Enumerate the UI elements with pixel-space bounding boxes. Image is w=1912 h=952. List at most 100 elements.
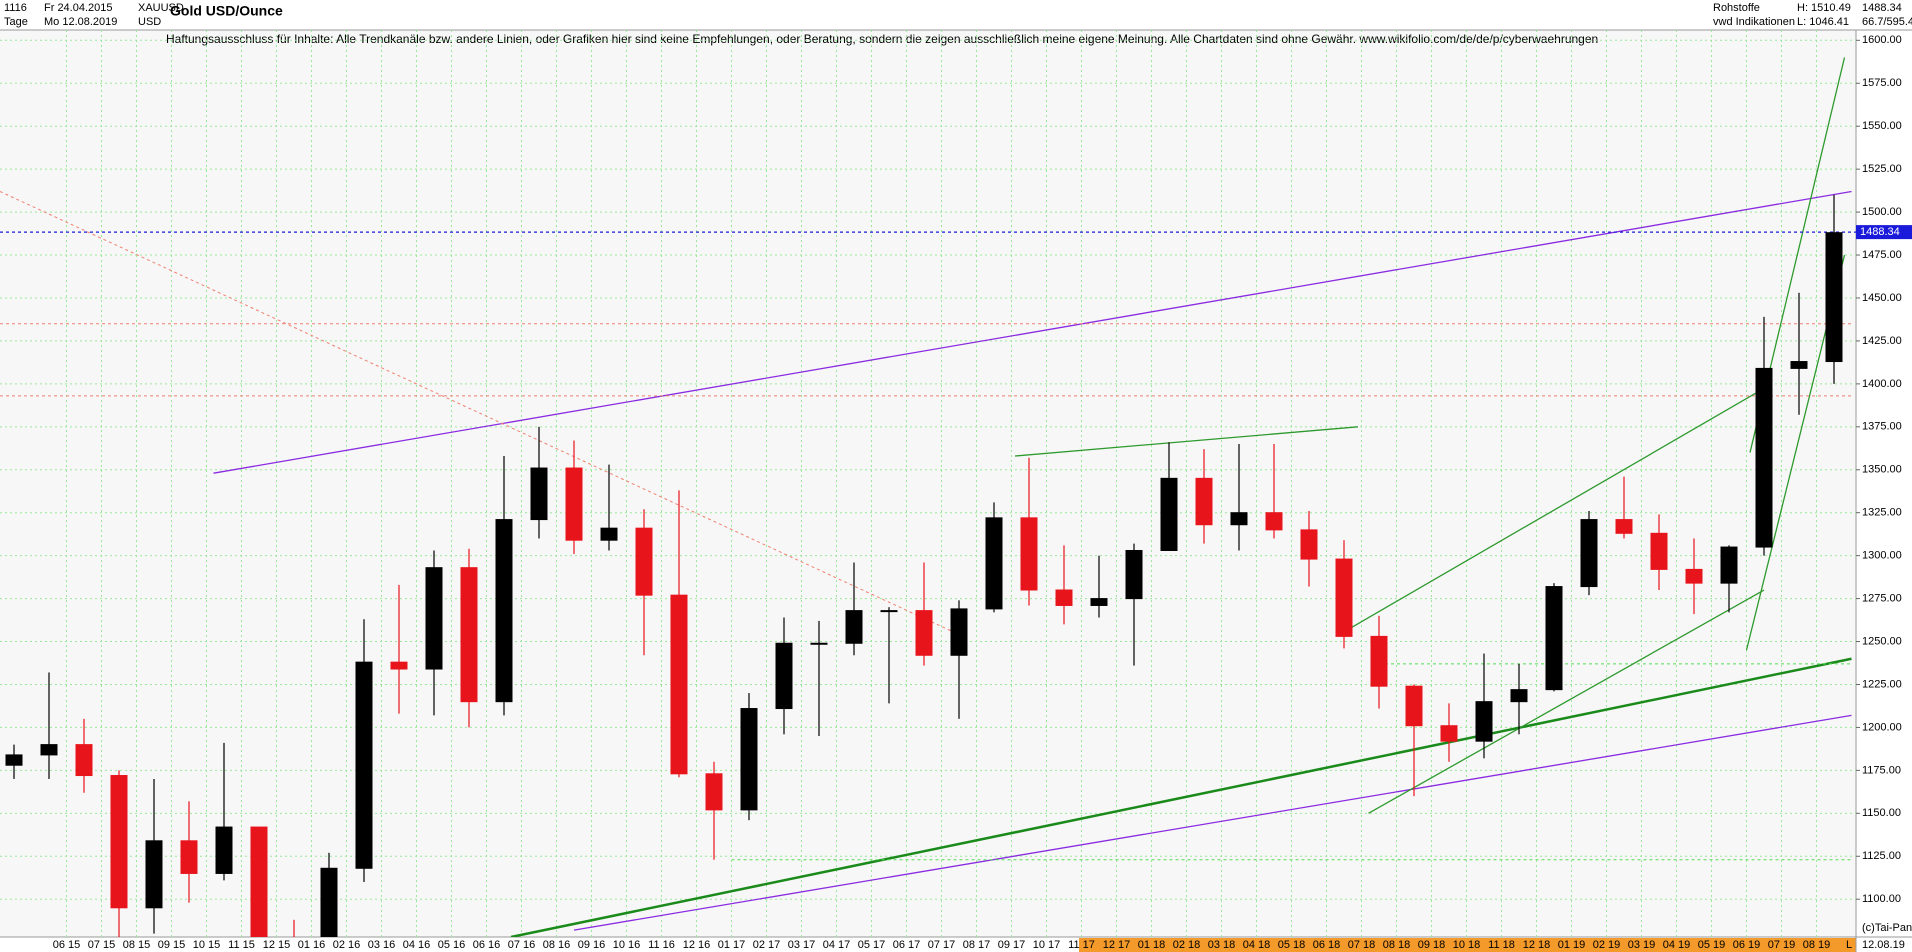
y-tick-label: 1275.00 bbox=[1862, 592, 1902, 604]
header-symbol: XAUUSD bbox=[138, 2, 184, 14]
x-tick-label: 04 19 bbox=[1663, 939, 1691, 951]
x-tick-label: 07 19 bbox=[1768, 939, 1796, 951]
candle-body bbox=[1475, 701, 1493, 742]
candle-body bbox=[145, 840, 163, 909]
x-tick-label: 11 16 bbox=[648, 939, 675, 951]
candle-body bbox=[215, 826, 233, 874]
candle-body bbox=[845, 610, 863, 644]
x-tick-label: 08 15 bbox=[123, 939, 151, 951]
header-to: Mo 12.08.2019 bbox=[44, 16, 117, 28]
x-tick-label: 05 19 bbox=[1698, 939, 1726, 951]
header-source: vwd Indikationen bbox=[1713, 16, 1795, 28]
candle-body bbox=[880, 610, 898, 613]
candle-body bbox=[1440, 725, 1458, 742]
plot-background bbox=[0, 30, 1856, 937]
candle-body bbox=[320, 867, 338, 937]
x-tick-label: 06 18 bbox=[1313, 939, 1341, 951]
header-group: Rohstoffe bbox=[1713, 2, 1760, 14]
y-tick-label: 1175.00 bbox=[1862, 764, 1901, 776]
x-tick-label: 02 16 bbox=[333, 939, 361, 951]
x-tick-label: 07 18 bbox=[1348, 939, 1376, 951]
candle-body bbox=[1300, 529, 1318, 560]
trend-line bbox=[1368, 589, 1765, 814]
candle-body bbox=[1020, 517, 1038, 591]
x-tick-label: 12 15 bbox=[263, 939, 291, 951]
candle-body bbox=[1265, 512, 1283, 531]
x-tick-label: 05 17 bbox=[858, 939, 886, 951]
candle-body bbox=[1405, 685, 1423, 727]
plot bbox=[0, 30, 1856, 937]
chart-title: Gold USD/Ounce bbox=[170, 3, 283, 19]
x-tick-label: 11 18 bbox=[1488, 939, 1515, 951]
candle-body bbox=[1650, 532, 1668, 570]
candle-body bbox=[1825, 232, 1843, 363]
x-tick-label: 10 17 bbox=[1033, 939, 1061, 951]
y-tick-label: 1400.00 bbox=[1862, 378, 1902, 390]
x-tick-label: 06 17 bbox=[893, 939, 921, 951]
header-low: L: 1046.41 bbox=[1797, 16, 1849, 28]
y-tick-label: 1125.00 bbox=[1862, 850, 1901, 862]
candle-body bbox=[670, 594, 688, 775]
candle-body bbox=[1545, 586, 1563, 691]
y-tick-label: 1425.00 bbox=[1862, 335, 1902, 347]
candle-body bbox=[75, 744, 93, 777]
candle-body bbox=[1615, 519, 1633, 534]
header-id: 1116 bbox=[4, 2, 27, 14]
x-tick-label: 08 17 bbox=[963, 939, 991, 951]
x-tick-label: 08 16 bbox=[543, 939, 571, 951]
y-tick-label: 1600.00 bbox=[1862, 34, 1902, 46]
x-tick-label: 03 18 bbox=[1208, 939, 1236, 951]
y-tick-label: 1325.00 bbox=[1862, 507, 1902, 519]
candle-body bbox=[600, 527, 618, 541]
x-tick-label: 02 18 bbox=[1173, 939, 1201, 951]
x-tick-label: 04 16 bbox=[403, 939, 431, 951]
trend-line bbox=[1014, 426, 1359, 457]
candle-body bbox=[1195, 477, 1213, 526]
x-tick-label: 09 16 bbox=[578, 939, 606, 951]
y-tick-label: 1200.00 bbox=[1862, 721, 1902, 733]
x-tick-label: 07 16 bbox=[508, 939, 536, 951]
x-tick-label: 10 18 bbox=[1453, 939, 1481, 951]
candle-body bbox=[950, 608, 968, 656]
y-tick-label: 1350.00 bbox=[1862, 464, 1902, 476]
x-tick-label: 06 15 bbox=[53, 939, 81, 951]
x-tick-label: 02 19 bbox=[1593, 939, 1621, 951]
candle-body bbox=[810, 642, 828, 645]
x-tick-label: 09 18 bbox=[1418, 939, 1446, 951]
trend-line bbox=[213, 190, 1852, 474]
y-tick-label: 1450.00 bbox=[1862, 292, 1902, 304]
x-tick-label: 07 17 bbox=[928, 939, 956, 951]
x-tick-label: 07 15 bbox=[88, 939, 116, 951]
x-tick-label: 10 15 bbox=[193, 939, 221, 951]
candle-body bbox=[1790, 361, 1808, 369]
axis-highlight bbox=[1079, 938, 1856, 952]
x-tick-label: 03 19 bbox=[1628, 939, 1656, 951]
x-tick-label: 12 18 bbox=[1523, 939, 1551, 951]
x-tick-label: 04 18 bbox=[1243, 939, 1271, 951]
trend-line bbox=[0, 191, 956, 634]
disclaimer: Haftungsausschluss für Inhalte: Alle Tre… bbox=[166, 32, 1598, 46]
y-tick-label: 1100.00 bbox=[1862, 893, 1901, 905]
x-tick-label: 03 16 bbox=[368, 939, 396, 951]
candle-body bbox=[1755, 367, 1773, 548]
header-last: 1488.34 bbox=[1862, 2, 1902, 14]
x-tick-label: 11 17 bbox=[1068, 939, 1095, 951]
scale-mode: L bbox=[1846, 939, 1852, 951]
candle-body bbox=[740, 708, 758, 811]
candle-body bbox=[495, 519, 513, 703]
candle-body bbox=[250, 826, 268, 937]
y-tick-label: 1525.00 bbox=[1862, 163, 1902, 175]
candle-body bbox=[530, 467, 548, 521]
y-tick-label: 1575.00 bbox=[1862, 77, 1902, 89]
x-tick-label: 01 17 bbox=[718, 939, 746, 951]
header-high: H: 1510.49 bbox=[1797, 2, 1851, 14]
y-tick-label: 1250.00 bbox=[1862, 635, 1902, 647]
y-tick-label: 1225.00 bbox=[1862, 678, 1902, 690]
candle-body bbox=[1580, 519, 1598, 588]
candle-body bbox=[1685, 568, 1703, 584]
x-tick-label: 01 16 bbox=[298, 939, 326, 951]
copyright: (c)Tai-Pan bbox=[1862, 922, 1912, 934]
candle-body bbox=[775, 642, 793, 710]
candle-body bbox=[565, 467, 583, 541]
